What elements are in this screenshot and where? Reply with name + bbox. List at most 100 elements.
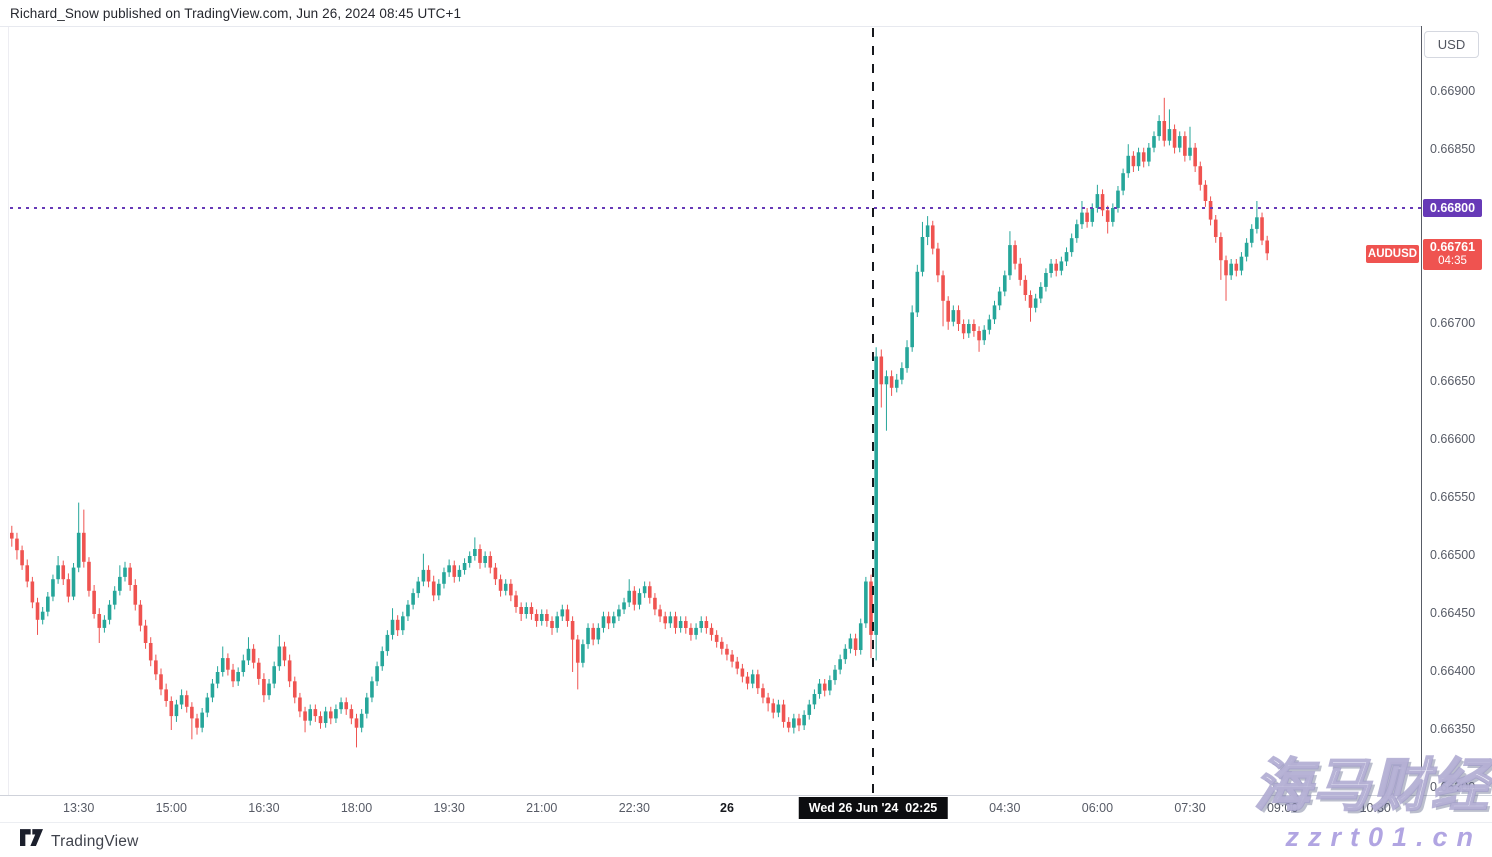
candle-body [828,680,832,691]
candle-body [1033,298,1038,308]
candle-body [25,565,30,582]
currency-toggle-button[interactable]: USD [1424,31,1479,58]
candle-body [1075,224,1079,239]
candle-body [658,609,662,617]
candle-body [447,565,451,573]
candle-body [683,621,688,628]
candle-body [246,648,251,661]
top-divider [0,26,1492,27]
candle-body [617,609,621,617]
candle-body [473,549,477,556]
candle-body [1188,147,1192,156]
candle-body [200,712,204,728]
candle-body [272,666,276,684]
candle-body [730,654,734,662]
candle-body [575,639,580,663]
candle-body [1105,210,1110,222]
candle-body [817,683,822,694]
candle-body [822,683,827,691]
candle-body [287,660,292,682]
candle-body [354,718,359,728]
candle-body [143,625,148,643]
footer-branding[interactable]: TradingView [20,829,139,854]
candle-body [951,310,956,322]
candle-body [879,356,884,385]
price-line-label[interactable]: 0.66800 [1423,199,1482,217]
candle-body [1018,263,1023,280]
candle-body [323,711,328,723]
candle-body [1054,263,1059,271]
candle-body [82,532,86,562]
candle-body [797,718,801,726]
price-axis-label: 0.66300 [1430,780,1476,794]
candle-body [786,721,791,728]
candle-body [601,616,606,628]
candle-body [133,585,138,605]
candle-body [529,607,534,614]
candle-body [766,697,770,704]
candle-body [76,532,81,568]
time-axis-label: 07:30 [1174,801,1206,815]
candle-body [1008,245,1012,276]
time-axis[interactable]: 13:30 15:00 16:30 18:00 19:30 21:00 22:30 26 04:… [0,796,1492,822]
candle-body [699,621,704,628]
candle-body [370,681,374,698]
candle-body [411,593,415,605]
candle-body [858,623,863,650]
chart-left-edge [8,27,9,795]
candle-body [1121,173,1125,191]
candle-body [426,569,431,582]
price-axis-label: 0.66600 [1430,432,1476,446]
candle-body [328,711,333,719]
candle-body [1162,121,1167,141]
time-axis-label: 13:30 [63,801,95,815]
candle-body [1080,212,1084,225]
price-axis[interactable]: 0.66900 0.66850 0.66700 0.66650 0.66600 0.665… [1422,26,1492,795]
candle-body [483,556,487,563]
candle-body [401,616,405,631]
candle-body [704,621,709,628]
candle-body [966,324,971,334]
candle-body [359,713,364,728]
candle-body [205,697,210,713]
candle-body [961,324,966,334]
chart-canvas[interactable] [0,0,1421,795]
candle-body [349,709,354,719]
price-alert-line[interactable] [10,207,1421,209]
candle-body [308,709,313,721]
crosshair-time-label: Wed 26 Jun '24 02:25 [798,797,948,819]
candle-body [570,621,575,640]
time-axis-border [0,795,1492,796]
watermark-url-text: zzrt01.cn [1285,822,1482,852]
price-axis-label: 0.66700 [1430,316,1476,330]
attribution-text: Richard_Snow published on TradingView.co… [10,6,462,21]
price-axis-label: 0.66850 [1430,142,1476,156]
candle-body [1255,217,1259,229]
candle-body [1126,155,1131,174]
time-axis-label: 10:30 [1359,801,1391,815]
candle-body [442,572,446,584]
candle-body [256,662,261,679]
candle-body [251,648,256,663]
candle-body [1090,208,1095,222]
candle-body [154,660,158,675]
candle-body [1100,194,1105,211]
candle-body [596,627,601,640]
candle-body [179,695,184,705]
time-axis-label: 16:30 [248,801,280,815]
event-vertical-dashed-line[interactable] [872,28,874,795]
candle-body [694,627,698,635]
candle-body [915,271,920,313]
candle-body [1244,242,1249,257]
candle-body [509,583,513,596]
candle-body [406,604,410,617]
candle-body [40,611,45,620]
last-price-value: 0.66761 [1429,240,1476,254]
candle-body [344,702,349,710]
candle-body [930,225,935,249]
candle-body [853,638,858,650]
candle-body [1064,252,1069,262]
candle-body [555,616,559,628]
candle-body [709,627,714,635]
candle-body [539,614,544,621]
